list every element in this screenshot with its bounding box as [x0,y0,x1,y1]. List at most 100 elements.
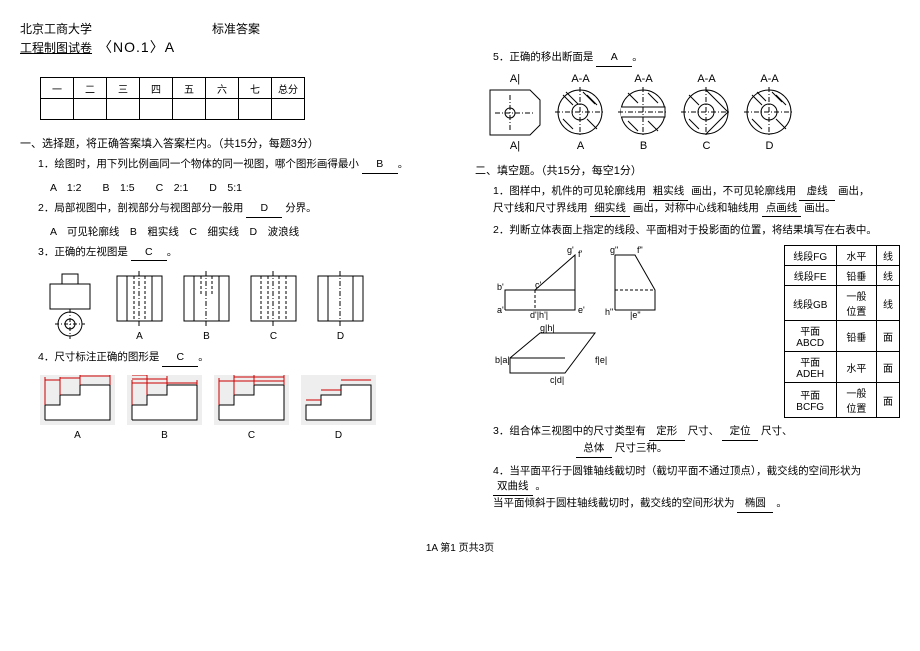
q3-la: A [112,331,167,342]
subject: 工程制图试卷 [20,39,92,56]
s2q1-a2: 虚线 [799,184,835,201]
score-head: 三 [107,78,140,99]
q2-answer: D [246,201,282,218]
q4-lc: C [214,430,289,441]
q1-options: A 1:2 B 1:5 C 2:1 D 5:1 [50,180,445,195]
svg-text:c|d|: c|d| [550,375,564,385]
s2q1-a4: 点画线 [762,201,802,218]
q5-bl1: A [553,140,608,152]
q4-optc: C [214,375,289,441]
score-cell [41,99,74,120]
right-column: 5．正确的移出断面是 A。 A| A-A A-A A-A A-A [475,20,900,519]
page-footer: 1A 第1 页共3页 [20,539,900,554]
q2-options: A 可见轮廓线 B 粗实线 C 细实线 D 波浪线 [50,224,445,239]
q4: 4．尺寸标注正确的图形是 C。 [38,350,445,367]
q5-c [679,85,734,140]
step-svg [40,375,115,425]
svg-text:e': e' [578,305,585,315]
step-svg [301,375,376,425]
q2-text: 2．局部视图中，剖视部分与视图部分一般用 [38,202,243,214]
header: 北京工商大学 标准答案 工程制图试卷 〈NO.1〉A [20,20,445,57]
step-svg [214,375,289,425]
svg-text:f': f' [578,249,583,259]
q3-lb: B [179,331,234,342]
q1-text: 1．绘图时，用下列比例画同一个物体的同一视图，哪个图形画得最小 [38,158,359,170]
s2q4-a2: 椭圆 [737,496,773,513]
s2q3: 3．组合体三视图中的尺寸类型有 定形 尺寸、 定位 尺寸、 总体 尺寸三种。 [493,424,900,458]
q5-answer: A [596,50,632,67]
q5-bl0: A| [485,140,545,152]
q5-bl3: C [679,140,734,152]
q4-answer: C [162,350,198,367]
projection-views: a' b' c' d'|h'| e' f' g' g" f" h" |e" [495,245,768,391]
q3-lc: C [246,331,301,342]
score-table: 一 二 三 四 五 六 七 总分 [40,77,305,120]
svg-text:b': b' [497,282,504,292]
s2q2: 2．判断立体表面上指定的线段、平面相对于投影面的位置，将结果填写在右表中。 [493,223,900,239]
q3-opta: A [112,271,167,342]
svg-text:h": h" [605,307,613,317]
q4-lb: B [127,430,202,441]
s2q1: 1．图样中，机件的可见轮廓线用 粗实线 画出，不可见轮廓线用 虚线 画出， 尺寸… [493,184,900,218]
view-svg [179,271,234,326]
score-head: 总分 [272,78,305,99]
q5-tl0: A| [485,73,545,85]
score-head: 五 [173,78,206,99]
svg-text:a': a' [497,305,504,315]
q5-tl1: A-A [553,73,608,85]
score-head: 二 [74,78,107,99]
s2q2-table: 线段FG水平线 线段FE铅垂线 线段GB一般位置线 平面ABCD铅垂面 平面AD… [784,245,900,418]
view-svg [246,271,301,326]
q3: 3．正确的左视图是 C。 [38,245,445,262]
q5-b [616,85,671,140]
q5: 5．正确的移出断面是 A。 [493,50,900,67]
q3-answer: C [131,245,167,262]
section2-title: 二、填空题。（共15分，每空1分） [475,162,900,178]
s2q1-a1: 粗实线 [649,184,689,201]
s2q3-a1: 定形 [649,424,685,441]
q4-text: 4．尺寸标注正确的图形是 [38,351,159,363]
q5-a [553,85,608,140]
q3-text: 3．正确的左视图是 [38,246,128,258]
q5-part [485,85,545,140]
s2q3-a3: 总体 [576,441,612,458]
score-head: 四 [140,78,173,99]
step-svg [127,375,202,425]
svg-text:g': g' [567,245,574,255]
svg-text:d'|h'|: d'|h'| [530,310,548,320]
q5-bl4: D [742,140,797,152]
q3-diagrams: A B [40,269,445,342]
section1-title: 一、选择题，将正确答案填入答案栏内。（共15分，每题3分） [20,135,445,151]
exam-number: 〈NO.1〉A [98,37,175,57]
view-svg [112,271,167,326]
left-column: 北京工商大学 标准答案 工程制图试卷 〈NO.1〉A 一 二 三 四 五 六 七… [20,20,445,519]
score-head: 一 [41,78,74,99]
q4-diagrams: A B [40,375,445,441]
q4-optd: D [301,375,376,441]
q3-iso [40,269,100,342]
svg-text:|e": |e" [630,310,641,320]
score-head: 六 [206,78,239,99]
q4-ld: D [301,430,376,441]
view-svg [313,271,368,326]
answer-title: 标准答案 [212,20,260,37]
q5-tl4: A-A [742,73,797,85]
q1: 1．绘图时，用下列比例画同一个物体的同一视图，哪个图形画得最小 B。 [38,157,445,174]
svg-text:g|h|: g|h| [540,323,555,333]
q5-diagrams [485,85,900,140]
s2q2-body: a' b' c' d'|h'| e' f' g' g" f" h" |e" [495,245,900,418]
q5-bot-labels: A| A B C D [485,140,900,152]
svg-text:f": f" [637,245,643,255]
score-head: 七 [239,78,272,99]
q4-opta: A [40,375,115,441]
iso-svg [40,269,100,339]
q5-bl2: B [616,140,671,152]
q3-optb: B [179,271,234,342]
q2: 2．局部视图中，剖视部分与视图部分一般用 D 分界。 [38,201,445,218]
s2q1-a3: 细实线 [590,201,630,218]
s2q3-a2: 定位 [722,424,758,441]
q5-top-labels: A| A-A A-A A-A A-A [485,73,900,85]
q2-suffix: 分界。 [285,202,317,214]
q5-tl2: A-A [616,73,671,85]
s2q4: 4．当平面平行于圆锥轴线截切时（截切平面不通过顶点），截交线的空间形状为 双曲线… [493,464,900,513]
